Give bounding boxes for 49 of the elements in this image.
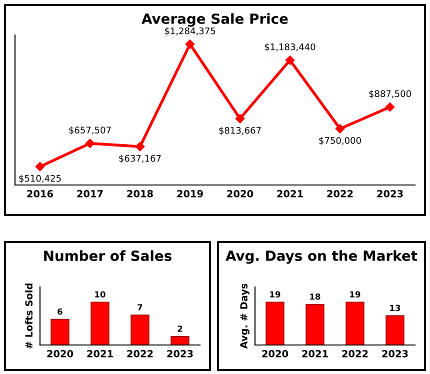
x-tick-label: 2022	[342, 350, 368, 358]
point	[85, 138, 95, 148]
point	[235, 114, 245, 124]
x-tick-label: 2021	[277, 190, 303, 198]
data-label: 19	[270, 291, 280, 298]
point	[285, 56, 295, 65]
x-tick-label: 2021	[87, 350, 113, 358]
y-axis-title: Avg. # Days	[240, 284, 250, 349]
point	[385, 102, 395, 112]
data-label: $510,425	[19, 174, 61, 183]
point	[335, 124, 345, 134]
x-tick-label: 2016	[27, 190, 54, 198]
x-tick-label: 2021	[302, 350, 328, 358]
data-label: $887,500	[369, 90, 411, 98]
data-label: 6	[58, 308, 62, 315]
x-tick-label: 2023	[382, 350, 408, 358]
bar	[50, 318, 70, 345]
data-label: $813,667	[219, 126, 261, 135]
data-label: 7	[138, 304, 142, 310]
data-label: 10	[95, 291, 106, 298]
chart-title: Avg. Days on the Market	[226, 250, 418, 264]
point	[185, 40, 195, 49]
y-axis-title: # Lofts Sold	[25, 284, 33, 349]
data-label: $1,183,440	[264, 43, 316, 52]
data-label: $657,507	[69, 126, 111, 135]
x-tick-label: 2023	[377, 190, 403, 198]
x-tick-label: 2019	[177, 190, 203, 198]
chart-title: Average Sale Price	[142, 13, 288, 27]
data-label: 18	[310, 293, 320, 300]
x-tick-label: 2020	[47, 350, 74, 358]
data-label: $750,000	[319, 136, 361, 146]
x-tick-label: 2017	[77, 190, 103, 198]
data-label: 2	[178, 326, 182, 332]
data-label: $637,167	[119, 154, 161, 163]
x-tick-label: 2020	[227, 190, 254, 198]
x-tick-label: 2023	[167, 350, 193, 358]
point	[35, 162, 45, 172]
data-label: $1,284,375	[164, 27, 216, 36]
data-label: 19	[350, 291, 360, 298]
data-label: 13	[390, 304, 400, 312]
bar	[90, 302, 110, 345]
chart-title: Number of Sales	[44, 250, 172, 262]
x-tick-label: 2022	[127, 350, 153, 358]
x-tick-label: 2018	[127, 190, 153, 198]
bar	[130, 314, 150, 345]
bar	[170, 336, 190, 345]
x-tick-label: 2022	[327, 190, 353, 198]
point	[135, 142, 145, 152]
x-tick-label: 2020	[262, 350, 288, 358]
